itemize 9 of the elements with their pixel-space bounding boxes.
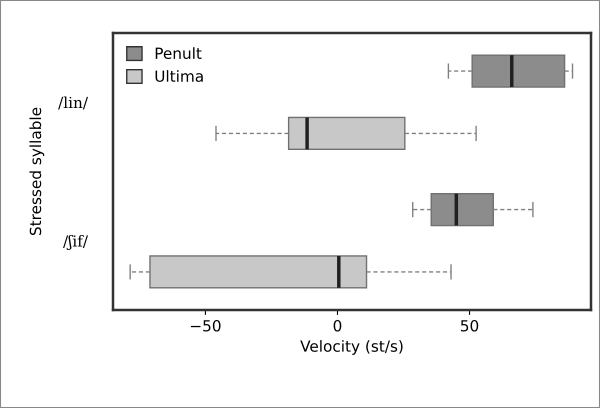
y-tick-label: /lin/ xyxy=(58,96,88,110)
legend-label: Ultima xyxy=(156,70,203,82)
legend-label: Penult xyxy=(156,47,202,60)
x-tick-label: 0 xyxy=(334,320,342,332)
x-tick-label: 50 xyxy=(460,320,478,332)
y-axis-title: Stressed syllable xyxy=(29,108,44,236)
x-tick-label: −50 xyxy=(190,320,221,332)
y-tick-label: /ʃif/ xyxy=(63,234,88,250)
x-axis-title: Velocity (st/s) xyxy=(300,340,403,355)
